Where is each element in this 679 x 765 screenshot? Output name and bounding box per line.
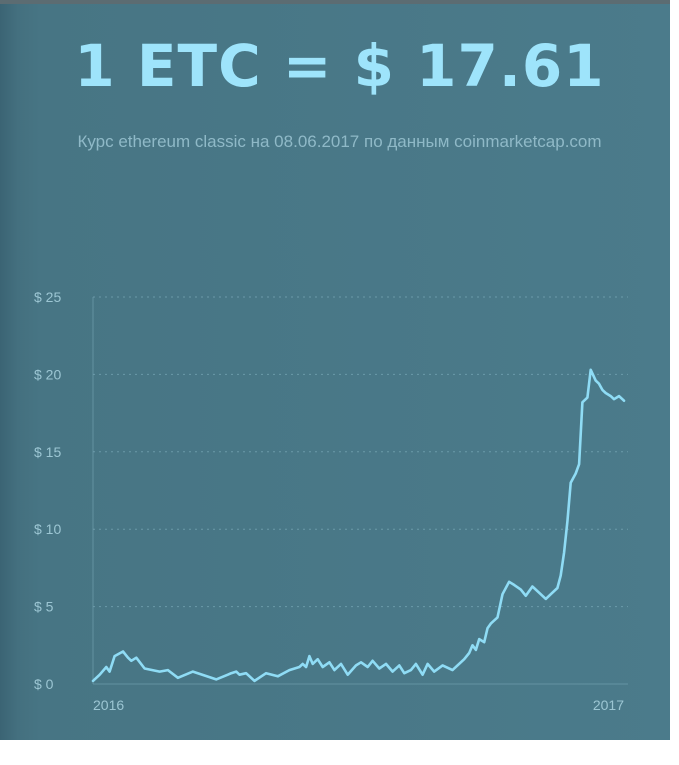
series-layer	[91, 368, 626, 683]
y-tick-label: $ 15	[34, 444, 61, 460]
x-tick-labels: 2016 2017	[93, 697, 624, 713]
y-tick-label: $ 20	[34, 366, 61, 382]
price-series-line	[91, 368, 626, 683]
y-tick-label: $ 5	[34, 599, 54, 615]
x-tick-label: 2016	[93, 697, 124, 713]
x-tick-label: 2017	[593, 697, 624, 713]
price-chart: $ 0 $ 5 $ 10 $ 15 $ 20 $ 25 2016 2017	[34, 289, 628, 713]
price-headline: 1 ETC = $ 17.61	[74, 32, 605, 100]
price-subtitle: Курс ethereum classic на 08.06.2017 по д…	[77, 132, 602, 151]
y-tick-label: $ 10	[34, 521, 61, 537]
y-tick-label: $ 25	[34, 289, 61, 305]
y-tick-label: $ 0	[34, 676, 54, 692]
chart-panel: 1 ETC = $ 17.61 Курс ethereum classic на…	[0, 0, 670, 740]
y-tick-labels: $ 0 $ 5 $ 10 $ 15 $ 20 $ 25	[34, 289, 61, 692]
grid-lines	[93, 296, 628, 685]
